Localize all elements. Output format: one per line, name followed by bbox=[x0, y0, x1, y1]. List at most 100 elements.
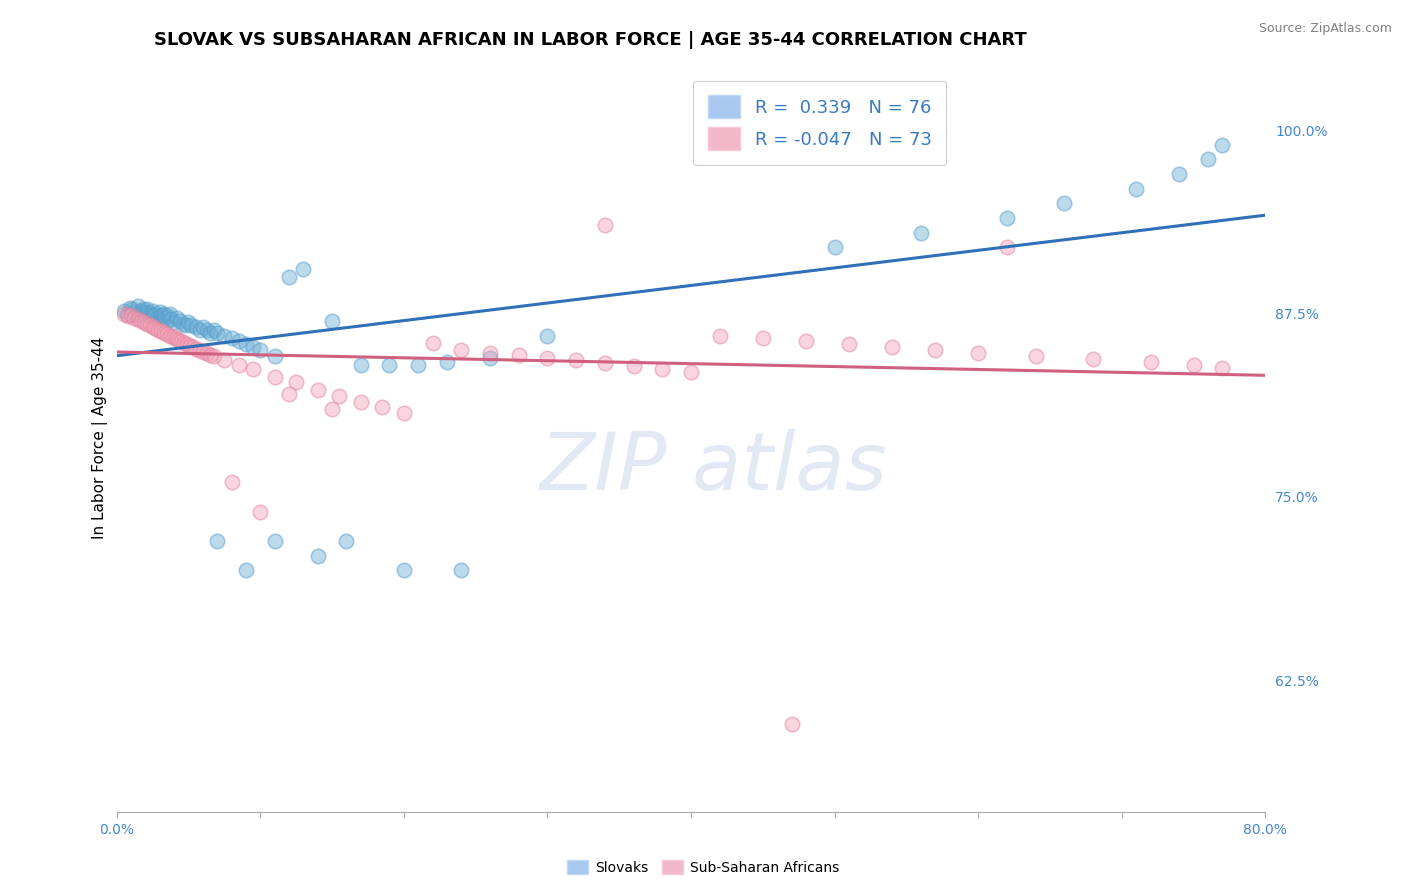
Point bbox=[150, 308, 173, 322]
Point bbox=[124, 308, 146, 322]
Point bbox=[593, 356, 616, 370]
Point bbox=[188, 323, 211, 337]
Point bbox=[160, 312, 183, 326]
Point bbox=[129, 314, 152, 328]
Point bbox=[177, 315, 200, 329]
Point bbox=[131, 302, 153, 317]
Point bbox=[1025, 349, 1047, 363]
Point bbox=[422, 335, 444, 350]
Point bbox=[780, 717, 803, 731]
Point bbox=[145, 321, 167, 335]
Point bbox=[1211, 137, 1233, 152]
Point bbox=[623, 359, 645, 374]
Point bbox=[450, 563, 472, 577]
Point bbox=[138, 318, 160, 333]
Point bbox=[122, 305, 145, 319]
Point bbox=[285, 376, 308, 390]
Point bbox=[165, 331, 187, 345]
Point bbox=[824, 240, 846, 254]
Point bbox=[184, 342, 207, 356]
Point bbox=[335, 533, 357, 548]
Point bbox=[436, 355, 458, 369]
Point bbox=[536, 328, 558, 343]
Point bbox=[120, 308, 142, 322]
Point bbox=[176, 337, 198, 351]
Point bbox=[143, 306, 166, 320]
Point bbox=[191, 344, 214, 359]
Point bbox=[565, 353, 588, 368]
Point bbox=[508, 348, 530, 362]
Point bbox=[118, 301, 141, 315]
Point bbox=[191, 319, 214, 334]
Point bbox=[156, 314, 179, 328]
Point bbox=[195, 323, 218, 337]
Point bbox=[202, 323, 225, 337]
Y-axis label: In Labor Force | Age 35-44: In Labor Force | Age 35-44 bbox=[93, 337, 108, 540]
Point bbox=[392, 406, 415, 420]
Point bbox=[292, 262, 315, 277]
Point bbox=[115, 306, 138, 320]
Point bbox=[127, 299, 149, 313]
Point bbox=[242, 362, 264, 376]
Point bbox=[880, 340, 903, 354]
Point bbox=[117, 310, 139, 324]
Point bbox=[235, 337, 257, 351]
Point bbox=[228, 358, 250, 372]
Point bbox=[134, 308, 156, 322]
Point bbox=[1125, 182, 1147, 196]
Point bbox=[142, 319, 165, 334]
Point bbox=[135, 317, 157, 331]
Point bbox=[181, 340, 204, 354]
Point bbox=[198, 348, 221, 362]
Point bbox=[167, 333, 190, 347]
Point bbox=[536, 351, 558, 365]
Point bbox=[350, 394, 373, 409]
Point bbox=[195, 346, 218, 360]
Point bbox=[910, 226, 932, 240]
Point bbox=[214, 353, 236, 368]
Point bbox=[135, 302, 157, 317]
Point bbox=[184, 319, 207, 334]
Point bbox=[378, 358, 401, 372]
Point bbox=[392, 563, 415, 577]
Point bbox=[188, 343, 211, 358]
Point bbox=[278, 387, 301, 401]
Point bbox=[153, 306, 176, 320]
Point bbox=[155, 310, 177, 325]
Point bbox=[145, 308, 167, 322]
Point bbox=[263, 533, 285, 548]
Point bbox=[235, 563, 257, 577]
Point bbox=[150, 324, 173, 338]
Point bbox=[127, 312, 149, 326]
Point bbox=[174, 318, 197, 333]
Point bbox=[138, 306, 160, 320]
Point bbox=[679, 365, 702, 379]
Point bbox=[242, 340, 264, 354]
Point bbox=[1053, 196, 1076, 211]
Legend: Slovaks, Sub-Saharan Africans: Slovaks, Sub-Saharan Africans bbox=[561, 855, 845, 880]
Point bbox=[709, 328, 731, 343]
Point bbox=[278, 269, 301, 284]
Point bbox=[129, 306, 152, 320]
Point bbox=[221, 475, 243, 490]
Point bbox=[205, 533, 228, 548]
Point bbox=[328, 389, 350, 403]
Point bbox=[263, 349, 285, 363]
Point bbox=[159, 328, 181, 343]
Point bbox=[249, 505, 271, 519]
Point bbox=[263, 369, 285, 384]
Point bbox=[350, 358, 373, 372]
Point bbox=[794, 334, 817, 349]
Point bbox=[172, 317, 194, 331]
Point bbox=[159, 306, 181, 320]
Point bbox=[163, 315, 186, 329]
Point bbox=[169, 314, 191, 328]
Text: ZIP atlas: ZIP atlas bbox=[540, 429, 887, 508]
Point bbox=[121, 302, 143, 317]
Point bbox=[202, 349, 225, 363]
Point bbox=[166, 310, 188, 325]
Text: SLOVAK VS SUBSAHARAN AFRICAN IN LABOR FORCE | AGE 35-44 CORRELATION CHART: SLOVAK VS SUBSAHARAN AFRICAN IN LABOR FO… bbox=[155, 31, 1026, 49]
Point bbox=[321, 314, 343, 328]
Point bbox=[157, 310, 180, 324]
Point bbox=[1168, 167, 1191, 181]
